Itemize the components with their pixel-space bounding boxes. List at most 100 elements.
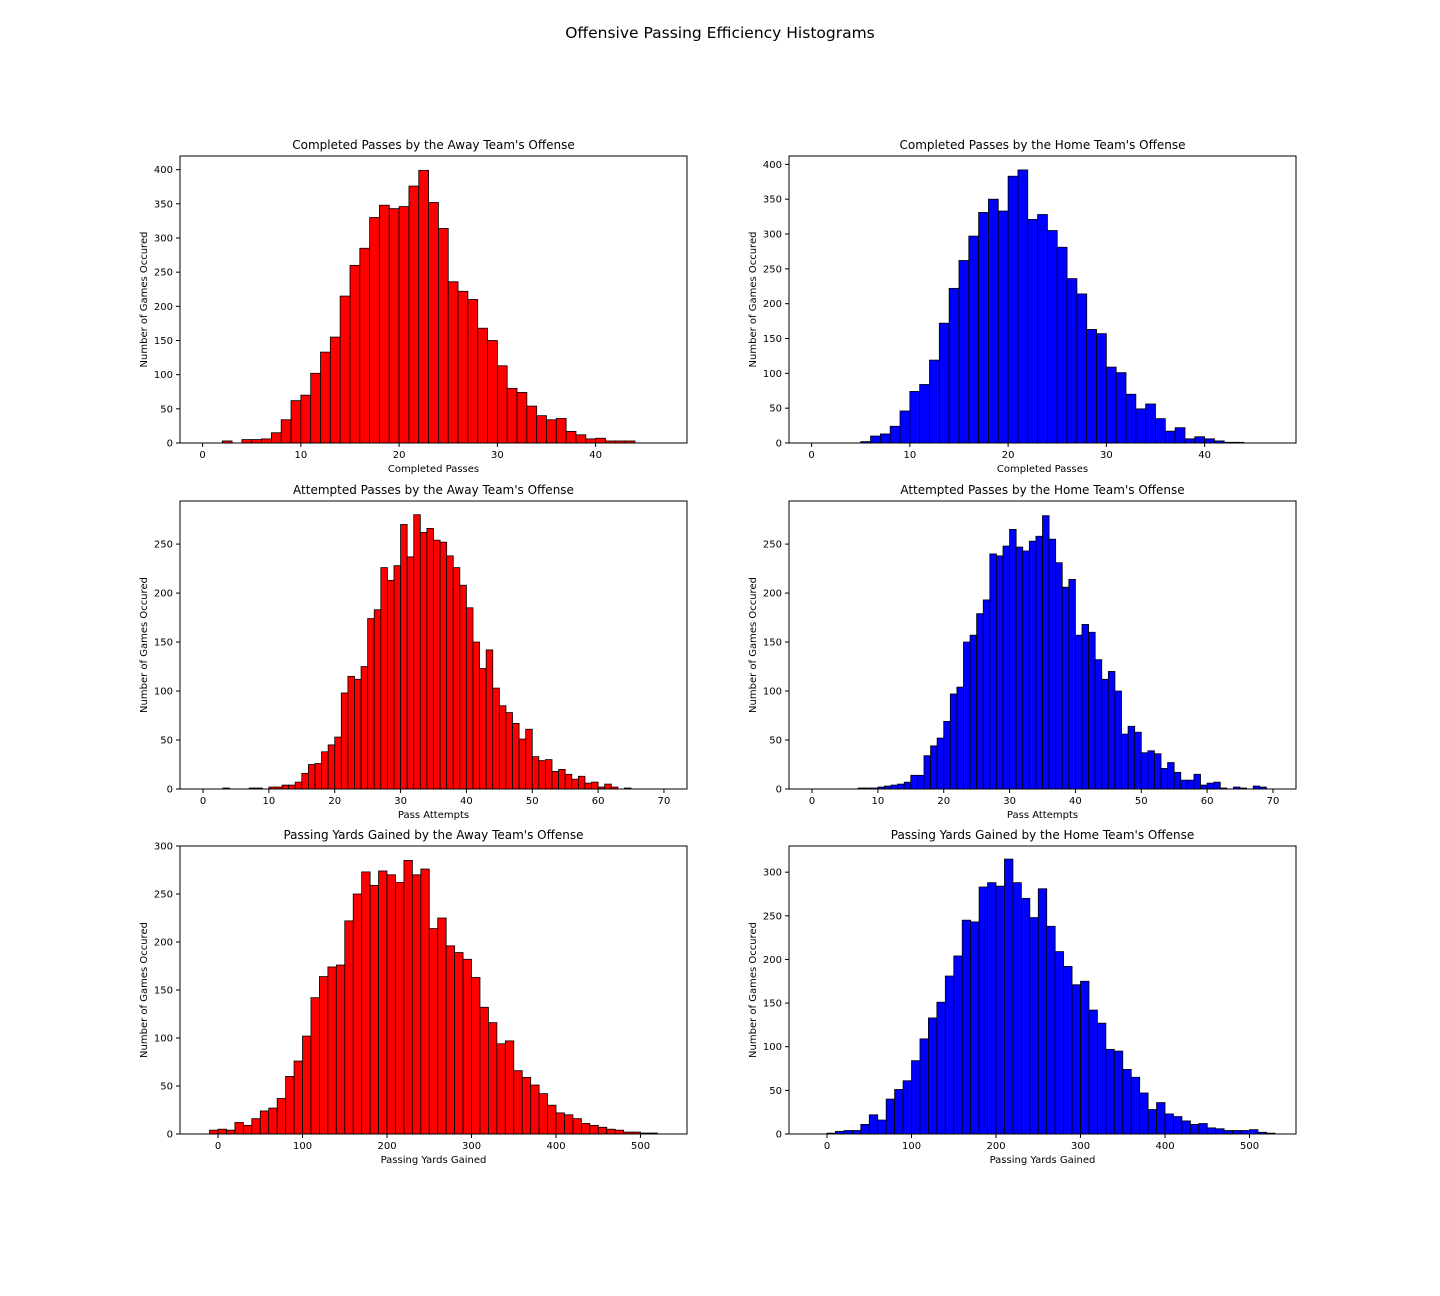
histogram-bar [551,770,560,790]
histogram-bar [1105,366,1117,444]
x-tick-label: 30 [394,796,407,807]
histogram-bar [1198,1123,1208,1135]
x-axis-label: Passing Yards Gained [990,1155,1096,1166]
histogram-bar [923,755,931,790]
histogram-bar [989,553,997,790]
x-tick-label: 0 [808,450,814,461]
histogram-bar [558,769,566,790]
histogram-bar [462,958,472,1135]
y-axis-label: Number of Games Occured [748,577,759,713]
histogram-bar [294,781,303,790]
histogram-bar [335,964,346,1135]
histogram-bar [380,567,388,790]
histogram-bar [518,738,527,790]
y-tick-label: 150 [154,336,173,347]
histogram-bar [1081,624,1089,790]
histogram-bar [1174,427,1186,444]
x-tick-label: 40 [589,450,602,461]
histogram-bar [997,210,1009,444]
x-tick-label: 200 [986,1141,1005,1152]
x-tick-label: 20 [1002,450,1015,461]
bars [857,515,1267,790]
x-tick-label: 500 [631,1141,650,1152]
histogram-bar [438,228,449,444]
histogram-bar [505,712,513,790]
histogram-bar [956,686,964,790]
histogram-bar [1200,784,1208,790]
y-tick-label: 300 [763,868,782,879]
y-tick-label: 0 [167,1130,173,1141]
histogram-bar [546,419,557,444]
histogram-bar [310,997,320,1135]
histogram-bar [276,1098,287,1135]
y-tick-label: 200 [154,938,173,949]
histogram-bar [897,783,905,790]
histogram-bar [953,955,963,1135]
x-tick-label: 20 [393,450,406,461]
histogram-bar [1007,175,1019,444]
histogram-bar [261,438,272,444]
histogram-bar [929,359,940,444]
histogram-bar [1160,768,1169,790]
histogram-bar [1204,438,1215,444]
subplot-title: Completed Passes by the Away Team's Offe… [292,138,575,152]
histogram-bar [575,434,587,444]
y-tick-label: 250 [763,264,782,275]
histogram-bar [1164,430,1176,444]
histogram-bar [1101,678,1109,790]
histogram-bar [555,417,567,444]
histogram-bar [1223,1130,1234,1135]
histogram-bar [471,977,481,1135]
histogram-bar [329,336,341,444]
y-tick-label: 150 [763,638,782,649]
histogram-bar [209,1129,219,1135]
histogram-bar [1213,781,1221,790]
x-tick-label: 10 [294,450,307,461]
x-tick-label: 100 [293,1141,312,1152]
y-tick-label: 0 [167,785,173,796]
histogram-bar [359,247,371,444]
histogram-bar [217,1128,227,1135]
histogram-bar [996,555,1004,790]
histogram-bar [327,966,337,1135]
y-tick-label: 150 [763,999,782,1010]
y-tick-label: 0 [167,439,173,450]
histogram-bar [1173,1116,1183,1135]
histogram-bar [334,736,342,790]
histogram-bar [452,567,461,790]
bars [221,169,636,444]
histogram-bar [513,1070,523,1135]
histogram-bar [1046,925,1056,1135]
histogram-bar [1037,888,1048,1135]
histogram-bar [1015,546,1024,790]
y-tick-label: 0 [776,785,782,796]
histogram-bar [378,870,388,1135]
histogram-bar [259,1110,270,1135]
histogram-bar [982,599,991,790]
histogram-bar [1249,1129,1259,1135]
histogram-bar [606,1128,616,1135]
histogram-bar [902,1080,912,1135]
histogram-bar [307,764,316,790]
y-tick-label: 50 [769,736,782,747]
histogram-bar [1125,393,1137,444]
x-tick-label: 50 [1135,796,1148,807]
histogram-bar [1088,631,1096,790]
histogram-bar [1022,550,1030,790]
histogram-bar [597,1126,608,1135]
histogram-bar [367,618,375,790]
y-axis-label: Number of Games Occured [748,922,759,1058]
subplot-attempted-away: 0 10 20 30 40 50 60 70 0 50 100 150 200 250 Attempted … [139,483,688,821]
histogram-bar [387,579,395,790]
histogram-bar [525,728,533,790]
y-tick-label: 250 [763,911,782,922]
histogram-bar [477,327,488,444]
histogram-bar [433,539,441,790]
subplot-attempted-home: 0 10 20 30 40 50 60 70 0 50 100 150 200 250 Attempted … [748,483,1297,821]
y-tick-label: 300 [154,234,173,245]
histogram-bar [889,425,901,444]
histogram-bar [595,437,606,444]
histogram-bar [1096,333,1107,444]
x-tick-label: 70 [658,796,671,807]
x-tick-label: 10 [872,796,885,807]
